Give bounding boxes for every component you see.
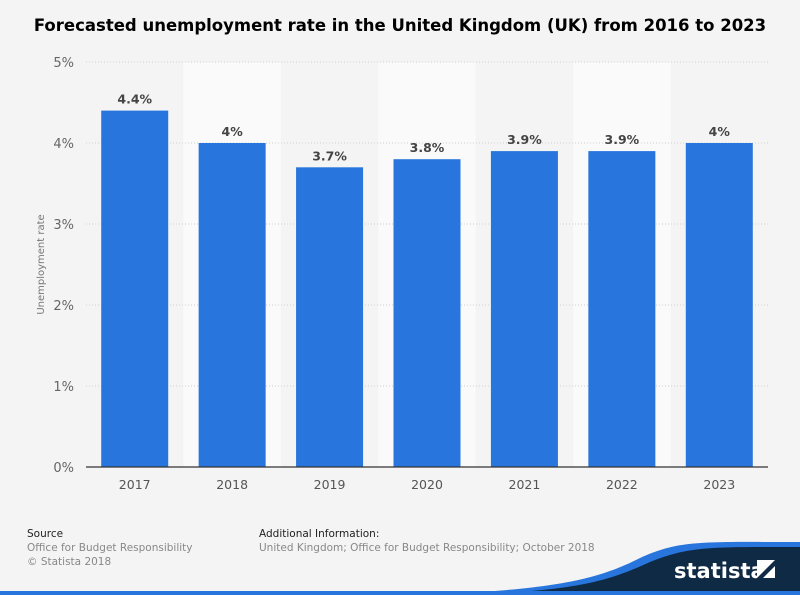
bottom-accent-line bbox=[0, 591, 800, 595]
y-tick-label: 5% bbox=[53, 56, 74, 71]
bar bbox=[198, 143, 266, 467]
bar bbox=[588, 151, 656, 467]
data-label: 3.7% bbox=[312, 148, 347, 163]
y-tick-label: 4% bbox=[53, 137, 74, 152]
bar bbox=[393, 159, 461, 467]
copyright-text: © Statista 2018 bbox=[27, 556, 112, 568]
y-axis-label: Unemployment rate bbox=[36, 214, 47, 314]
x-tick-label: 2022 bbox=[606, 477, 638, 492]
x-tick-label: 2019 bbox=[314, 477, 346, 492]
additional-info-block: Additional Information: United Kingdom; … bbox=[259, 527, 595, 555]
statista-logo-swoosh: statista bbox=[420, 541, 800, 595]
x-tick-label: 2023 bbox=[703, 477, 735, 492]
data-label: 3.9% bbox=[507, 132, 542, 147]
additional-info-heading: Additional Information: bbox=[259, 528, 380, 540]
statista-logo-icon bbox=[757, 560, 775, 578]
data-label: 4.4% bbox=[117, 92, 152, 107]
statista-logo-text: statista bbox=[674, 559, 765, 583]
x-tick-label: 2020 bbox=[411, 477, 443, 492]
data-label: 4% bbox=[222, 124, 244, 139]
source-block: Source Office for Budget Responsibility … bbox=[27, 527, 193, 569]
source-text[interactable]: Office for Budget Responsibility bbox=[27, 542, 193, 554]
data-label: 3.8% bbox=[410, 140, 445, 155]
y-tick-label: 2% bbox=[53, 299, 74, 314]
bar bbox=[296, 167, 364, 468]
bar bbox=[685, 143, 753, 467]
bar-chart: 0% 1% 2% 3% 4% 5% Unemployment rate 4.4% 2017 4% 2… bbox=[36, 56, 768, 492]
additional-info-text: United Kingdom; Office for Budget Respon… bbox=[259, 542, 595, 554]
x-tick-label: 2018 bbox=[216, 477, 248, 492]
x-tick-label: 2021 bbox=[509, 477, 541, 492]
x-tick-label: 2017 bbox=[119, 477, 151, 492]
y-tick-label: 1% bbox=[53, 380, 74, 395]
chart-title: Forecasted unemployment rate in the Unit… bbox=[33, 16, 767, 35]
source-heading: Source bbox=[27, 528, 64, 540]
y-tick-label: 3% bbox=[53, 218, 74, 233]
bar bbox=[490, 151, 558, 467]
bar bbox=[101, 110, 169, 467]
data-label: 4% bbox=[709, 124, 731, 139]
y-tick-label: 0% bbox=[53, 461, 74, 476]
data-label: 3.9% bbox=[605, 132, 640, 147]
